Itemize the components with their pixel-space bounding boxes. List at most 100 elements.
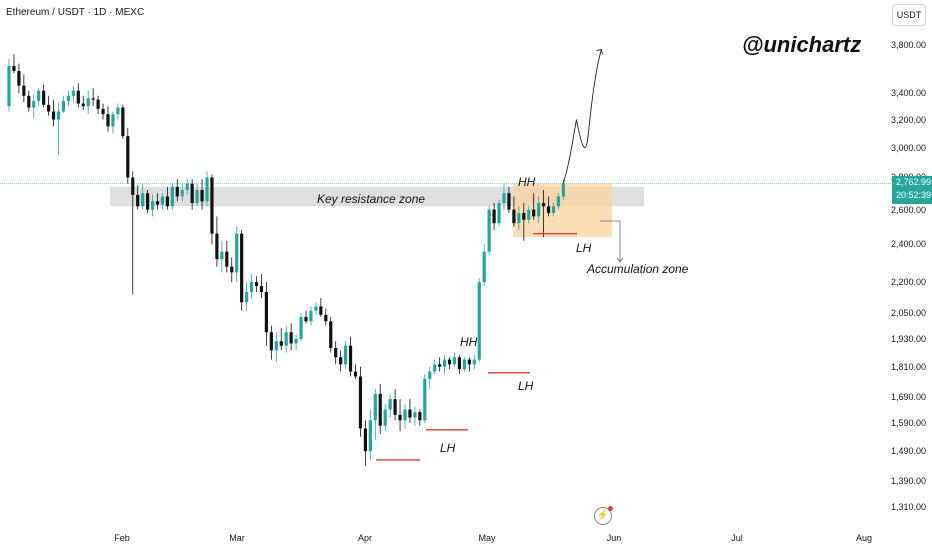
candle-body: [487, 209, 491, 252]
price-tick: 1,810.00: [890, 361, 926, 372]
candle-body: [254, 282, 259, 287]
lightning-icon[interactable]: ⚡: [594, 506, 613, 525]
candle-body: [363, 428, 367, 452]
candle-body: [319, 306, 323, 315]
candle-body: [185, 183, 189, 191]
candle-body: [472, 359, 476, 365]
candle-body: [462, 359, 466, 370]
price-tick: 2,400.00: [890, 239, 926, 250]
last-price-value: 2,762.99: [896, 177, 932, 187]
candle-body: [235, 233, 239, 273]
candle-body: [245, 292, 249, 303]
candle-body: [71, 90, 75, 96]
candle-body: [373, 393, 377, 421]
candle-body: [413, 412, 417, 418]
candle-body: [17, 70, 21, 86]
candle-body: [344, 345, 348, 365]
candle-body: [96, 99, 100, 109]
time-tick: May: [478, 533, 496, 543]
candle-body: [284, 332, 288, 346]
candle-body: [66, 95, 70, 101]
candle-body: [457, 357, 462, 370]
candle-body: [274, 341, 278, 351]
candle-body: [22, 85, 26, 96]
key-resistance-label: Key resistance zone: [317, 192, 426, 206]
candle-body: [418, 412, 422, 421]
candle-body: [269, 332, 273, 351]
candle-body: [131, 177, 135, 195]
candle-body: [378, 393, 382, 426]
candle-body: [532, 209, 536, 217]
bar-countdown: 20:52:39: [896, 190, 932, 200]
price-tick: 2,050.00: [890, 307, 926, 318]
candle-body: [383, 409, 387, 426]
candle-body: [502, 193, 506, 204]
candle-body: [42, 90, 46, 105]
last-price-badge: 2,762.99 20:52:39: [892, 176, 932, 204]
price-tick: 1,690.00: [890, 391, 926, 402]
price-tick: 1,590.00: [890, 417, 926, 428]
candle-body: [551, 206, 556, 213]
currency-button[interactable]: USDT: [892, 4, 926, 26]
candle-body: [200, 190, 204, 202]
candle-body: [7, 66, 11, 107]
price-tick: 2,600.00: [890, 204, 926, 215]
candle-body: [175, 186, 179, 197]
time-tick: Jul: [731, 533, 743, 543]
candle-body: [304, 316, 308, 322]
candle-body: [76, 90, 80, 104]
candle-body: [264, 292, 268, 333]
candle-body: [37, 90, 41, 101]
candle-body: [56, 111, 61, 120]
candle-body: [32, 100, 36, 108]
candle-body: [561, 183, 565, 197]
candle-body: [353, 371, 358, 377]
candle-body: [146, 193, 150, 210]
candle-body: [190, 183, 194, 204]
candle-body: [507, 193, 511, 210]
candle-body: [546, 206, 551, 213]
candle-body: [91, 98, 95, 100]
candle-body: [150, 201, 155, 210]
candle-body: [522, 212, 526, 220]
candle-body: [160, 196, 165, 205]
lh-label-3: LH: [576, 241, 592, 255]
candle-body: [542, 203, 546, 207]
candle-body: [452, 357, 457, 365]
candle-body: [141, 193, 145, 207]
candle-body: [482, 251, 486, 283]
candle-body: [443, 359, 447, 367]
candle-body: [180, 190, 184, 197]
price-tick: 1,930.00: [890, 333, 926, 344]
candle-body: [294, 338, 298, 344]
lh-label-1: LH: [440, 441, 456, 455]
price-tick: 3,200.00: [890, 114, 926, 125]
candle-body: [12, 66, 16, 71]
time-tick: Apr: [357, 533, 373, 543]
candle-body: [289, 332, 293, 344]
candle-body: [249, 282, 254, 293]
candle-body: [537, 203, 541, 217]
candle-body: [205, 177, 209, 202]
candle-body: [195, 190, 199, 204]
candle-body: [215, 233, 219, 260]
candle-body: [210, 177, 214, 234]
candle-body: [433, 364, 437, 372]
candle-body: [368, 420, 372, 452]
candle-body: [517, 212, 521, 224]
time-tick: Jun: [606, 533, 622, 543]
candle-body: [398, 414, 402, 421]
candle-body: [51, 111, 56, 120]
candle-body: [314, 306, 318, 311]
candle-body: [467, 359, 471, 365]
projection-arrowhead: [596, 49, 603, 55]
candle-body: [329, 321, 333, 348]
candle-body: [339, 357, 343, 365]
author-watermark: @unichartz: [742, 32, 862, 57]
candle-body: [393, 399, 397, 415]
time-tick: Mar: [229, 533, 245, 543]
accumulation-label: Accumulation zone: [587, 262, 689, 276]
candle-body: [309, 310, 313, 322]
candle-body: [527, 209, 531, 220]
